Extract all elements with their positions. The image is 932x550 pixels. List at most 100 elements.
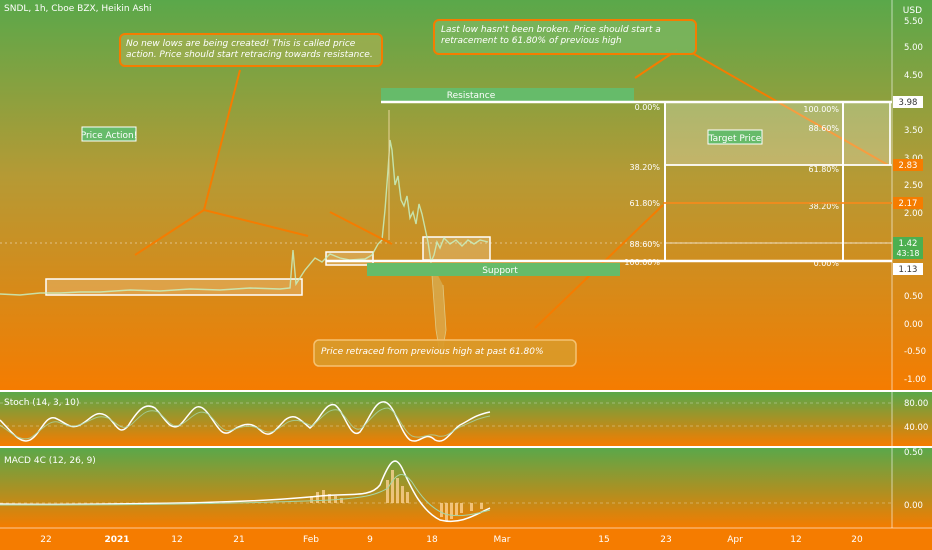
price-tag-text: 1.42 <box>899 239 918 249</box>
macd-line <box>0 460 491 522</box>
macd-bar <box>386 480 389 503</box>
macd-pane-bg <box>0 448 932 528</box>
price-tick: 4.50 <box>904 71 923 81</box>
fib-left-label: 61.80% <box>629 199 660 208</box>
price-tick: -0.50 <box>904 347 926 357</box>
price-series <box>0 139 489 296</box>
fib-right-label: 88.60% <box>808 124 839 133</box>
macd-bar <box>460 503 463 513</box>
stoch-title[interactable]: Stoch (14, 3, 10) <box>4 398 80 408</box>
price-action-label-box <box>81 126 137 142</box>
time-tick: 12 <box>171 535 182 545</box>
macd-bar <box>440 503 443 517</box>
fib-left-label: 100.00% <box>624 258 660 267</box>
price-tag-text: 2.17 <box>899 199 918 209</box>
time-tick: Feb <box>303 535 319 545</box>
time-tick: Mar <box>494 535 511 545</box>
price-tag <box>893 263 923 275</box>
price-tag <box>893 96 923 108</box>
price-tick: 3.50 <box>904 126 923 136</box>
price-tag-text: 1.13 <box>899 265 918 275</box>
fib-left-label: 0.00% <box>635 103 661 112</box>
callout-text-1: No new lows are being created! This is c… <box>126 39 373 60</box>
price-tick: 5.50 <box>904 17 923 27</box>
time-tick: 21 <box>233 535 244 545</box>
fib-right-label: 61.80% <box>808 165 839 174</box>
price-tag <box>893 159 923 171</box>
price-tick: 2.50 <box>904 181 923 191</box>
macd-bar <box>310 496 313 503</box>
arrow-line[interactable] <box>203 209 309 237</box>
currency-label: USD <box>902 6 922 16</box>
macd-bar <box>401 486 404 503</box>
time-tick: 18 <box>426 535 438 545</box>
macd-bar <box>470 503 473 511</box>
macd-bar <box>396 478 399 503</box>
time-tick: 23 <box>660 535 671 545</box>
price-action-label: Price Action! <box>81 131 138 141</box>
countdown-text: 43:18 <box>896 249 919 258</box>
price-tick: 0.00 <box>904 320 923 330</box>
macd-title[interactable]: MACD 4C (12, 26, 9) <box>4 456 96 466</box>
price-tag <box>893 237 923 259</box>
time-tick: 2021 <box>104 535 129 545</box>
time-tick: 15 <box>598 535 609 545</box>
stoch-tick: 80.00 <box>904 399 928 409</box>
price-tick: 2.00 <box>904 209 923 219</box>
macd-signal-line <box>0 474 491 517</box>
macd-bar <box>455 503 458 515</box>
resistance-label: Resistance <box>447 91 496 101</box>
fib-right-label: 38.20% <box>808 202 839 211</box>
macd-bar <box>328 494 331 503</box>
time-tick: 22 <box>40 535 51 545</box>
fib-left-label: 38.20% <box>629 163 660 172</box>
callout-box-1[interactable] <box>119 33 383 67</box>
stoch-d-line <box>0 407 491 440</box>
time-tick: 9 <box>367 535 373 545</box>
macd-bar <box>391 470 394 503</box>
macd-bar <box>322 490 325 503</box>
macd-tick: 0.50 <box>904 448 923 458</box>
macd-tick: 0.00 <box>904 501 923 511</box>
callout-box-2[interactable] <box>433 19 697 55</box>
arrow-line[interactable] <box>329 211 393 245</box>
time-axis-bg <box>0 528 932 550</box>
macd-bar <box>450 503 453 519</box>
time-axis[interactable]: 22 2021 12 21 Feb 9 18 Mar 15 23 Apr 12 … <box>40 535 863 545</box>
time-tick: 12 <box>790 535 801 545</box>
macd-histogram <box>310 470 483 521</box>
macd-bar <box>445 503 448 521</box>
macd-bar <box>406 492 409 503</box>
fib-right-label: 100.00% <box>803 105 839 114</box>
arrow-line[interactable] <box>693 53 889 166</box>
price-tag-text: 3.98 <box>899 98 918 108</box>
macd-bar <box>480 503 483 509</box>
target-box[interactable] <box>664 101 891 166</box>
price-tick: 0.50 <box>904 292 923 302</box>
arrow-line[interactable] <box>134 209 205 256</box>
time-tick: 20 <box>851 535 863 545</box>
stoch-pane-bg <box>0 392 932 446</box>
price-tick: 5.00 <box>904 43 923 53</box>
support-band[interactable] <box>367 263 620 276</box>
callout-box-3[interactable] <box>313 339 577 367</box>
symbol-title[interactable]: SNDL, 1h, Cboe BZX, Heikin Ashi <box>4 4 152 14</box>
time-tick: Apr <box>727 535 743 545</box>
macd-bar <box>340 498 343 503</box>
target-label: Target Price <box>708 134 762 144</box>
callout-text-2: Last low hasn't been broken. Price shoul… <box>441 25 661 46</box>
resistance-band[interactable] <box>381 88 634 101</box>
macd-bar <box>316 492 319 503</box>
target-label-box <box>707 129 763 145</box>
support-label: Support <box>482 266 518 276</box>
arrow-line[interactable] <box>203 69 241 211</box>
price-tick: -1.00 <box>904 375 926 385</box>
price-tag <box>893 197 923 209</box>
stoch-tick: 40.00 <box>904 423 928 433</box>
callout-text-3: Price retraced from previous high at pas… <box>321 347 544 357</box>
fib-right-label: 0.00% <box>814 259 840 268</box>
price-tag-text: 2.83 <box>899 161 918 171</box>
fib-left-label: 88.60% <box>629 240 660 249</box>
fib-retracement-right[interactable]: 100.00% 88.60% 61.80% 38.20% 0.00% <box>803 102 891 268</box>
